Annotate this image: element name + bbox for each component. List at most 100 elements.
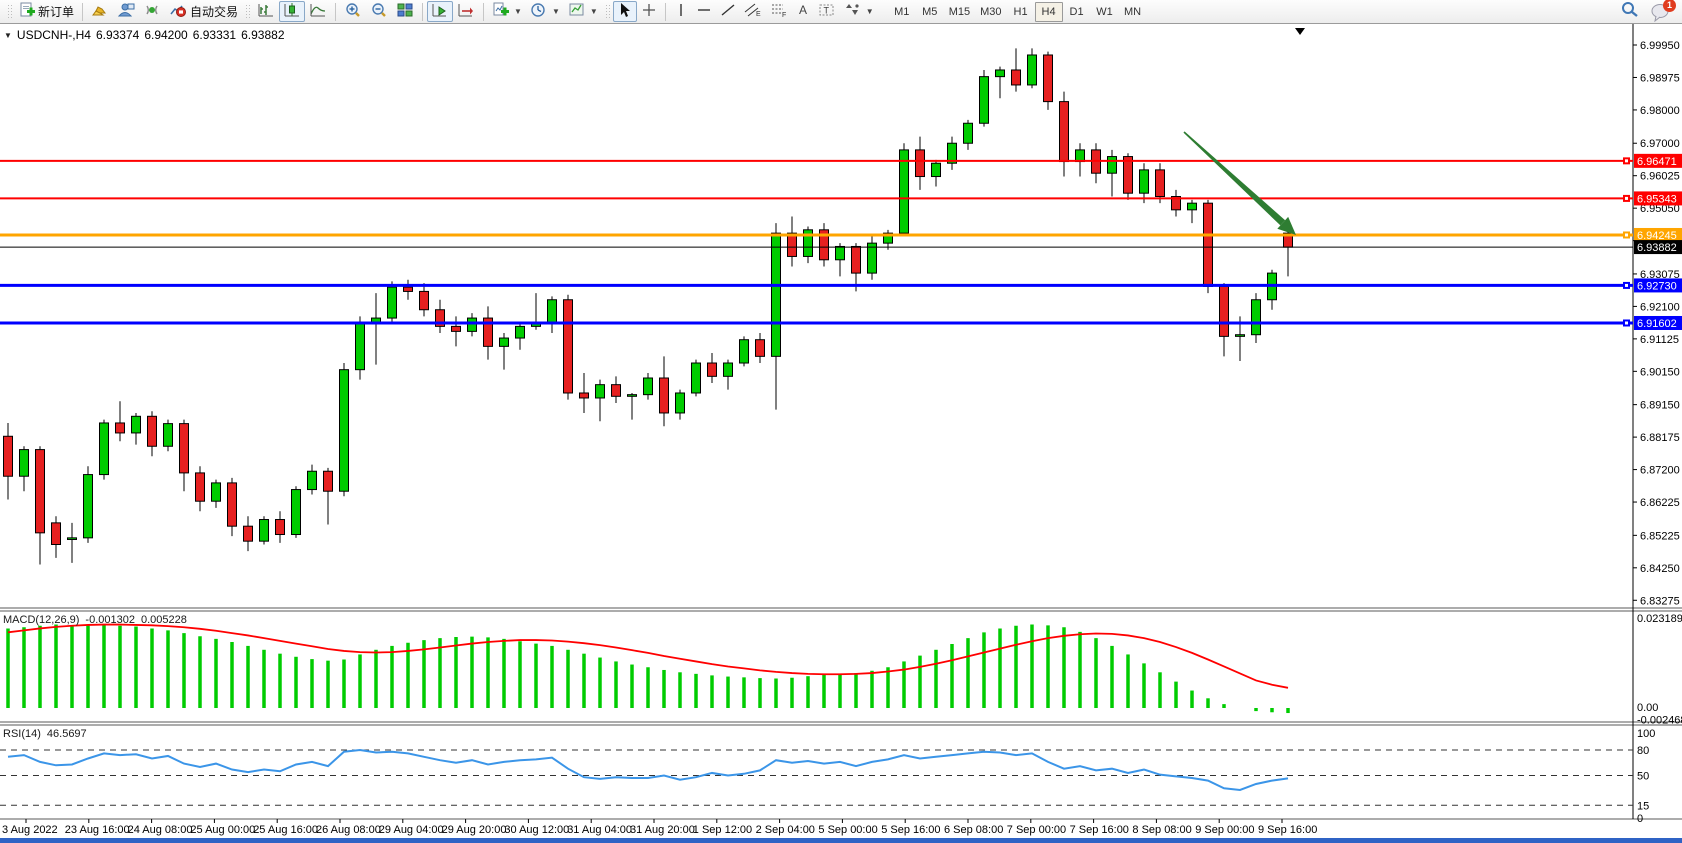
rsi-axis-label: 100	[1637, 728, 1655, 740]
price-badge-resistance	[1634, 153, 1682, 168]
candle-body	[771, 232, 781, 357]
candlestick-mode-button[interactable]	[279, 1, 306, 22]
tile-windows-button[interactable]	[392, 1, 418, 22]
rsi-axis-label: 50	[1637, 771, 1649, 783]
toolbar-drag-handle[interactable]	[604, 3, 610, 20]
new-order-button[interactable]: 新订单	[15, 1, 78, 22]
price-tick-label: 6.83275	[1640, 595, 1680, 607]
text-tool-button[interactable]: A	[792, 1, 814, 22]
autotrading-label: 自动交易	[190, 5, 239, 19]
fibonacci-tool-button[interactable]: F	[766, 1, 792, 22]
price-tick-label: 6.86225	[1640, 497, 1680, 509]
trendline-icon	[720, 2, 736, 21]
notifications-chat-icon[interactable]: 1	[1650, 0, 1676, 22]
chat-unread-badge: 1	[1663, 0, 1676, 12]
price-tick-label: 6.92100	[1640, 301, 1680, 313]
price-tick-label: 6.85225	[1640, 530, 1680, 542]
hline-anchor-dot	[1625, 233, 1628, 237]
chart-menu-triangle-icon[interactable]: ▼	[4, 30, 12, 40]
text-icon: A	[796, 2, 810, 21]
period-button-h4[interactable]: H4	[1034, 1, 1063, 22]
candle-body	[1187, 202, 1197, 211]
zoom-out-button[interactable]	[366, 1, 392, 22]
toolbar-separator	[664, 2, 666, 21]
candle-body	[579, 392, 589, 399]
toolbar-drag-handle[interactable]	[7, 3, 12, 20]
market-watch-button[interactable]	[87, 1, 113, 22]
bar-chart-mode-button[interactable]	[253, 1, 279, 22]
chart-shift-button[interactable]	[453, 1, 479, 22]
autotrading-button[interactable]: 自动交易	[165, 1, 242, 22]
cursor-tool-button[interactable]	[612, 1, 637, 22]
vertical-line-tool-button[interactable]	[670, 1, 692, 22]
candle-body	[1075, 149, 1085, 163]
signal-icon	[143, 2, 161, 21]
search-icon[interactable]	[1620, 0, 1640, 23]
toolbar-separator	[82, 2, 84, 21]
candle-body	[755, 339, 765, 357]
line-chart-mode-button[interactable]	[305, 1, 331, 22]
arrows-shapes-icon	[844, 2, 862, 21]
candle-body	[675, 392, 685, 414]
date-label: 6 Sep 08:00	[944, 824, 1003, 836]
toolbar-drag-handle[interactable]	[245, 3, 251, 20]
period-button-m5[interactable]: M5	[922, 5, 938, 18]
trend-arrow-shaft[interactable]	[1183, 131, 1286, 226]
chart-shift-marker-icon[interactable]	[1295, 28, 1305, 35]
period-button-mn[interactable]: MN	[1123, 5, 1142, 18]
gold-icon	[91, 2, 109, 21]
period-button-m15[interactable]: M15	[948, 5, 971, 18]
vertical-line-icon	[674, 2, 688, 21]
zoom-in-button[interactable]	[340, 1, 366, 22]
candle-body	[403, 286, 413, 292]
signals-button[interactable]	[139, 1, 165, 22]
chart-shift-icon	[457, 2, 475, 21]
macd-axis-label: 0.00	[1637, 702, 1658, 714]
date-label: 31 Aug 20:00	[630, 824, 695, 836]
date-label: 7 Sep 00:00	[1007, 824, 1066, 836]
candle-body	[835, 245, 845, 261]
candle-body	[1139, 169, 1149, 194]
candle-body	[211, 482, 221, 502]
period-button-d1[interactable]: D1	[1069, 5, 1084, 18]
equidistant-channel-tool-button[interactable]: E	[740, 1, 766, 22]
candle-body	[851, 245, 861, 274]
candle-body	[979, 76, 989, 124]
hline-anchor-dot	[1625, 159, 1628, 163]
candle-body	[115, 422, 125, 434]
date-label: 1 Sep 12:00	[693, 824, 752, 836]
period-button-m1[interactable]: M1	[894, 5, 910, 18]
price-badge-support	[1634, 278, 1682, 293]
accounts-button[interactable]	[113, 1, 139, 22]
period-button-h1[interactable]: H1	[1013, 5, 1028, 18]
trend-arrow-head[interactable]	[1277, 216, 1296, 235]
arrows-tool-button[interactable]: ▼	[840, 1, 878, 22]
date-label: 3 Aug 2022	[2, 824, 58, 836]
candle-body	[819, 229, 829, 261]
trendline-tool-button[interactable]	[716, 1, 740, 22]
dropdown-caret: ▼	[865, 7, 874, 16]
candle-body	[307, 470, 317, 491]
period-button-w1[interactable]: W1	[1096, 5, 1113, 18]
toolbar-separator	[483, 2, 485, 21]
period-button-m30[interactable]: M30	[980, 5, 1002, 18]
candle-body	[1123, 156, 1133, 194]
auto-scroll-button[interactable]	[427, 1, 454, 22]
rsi-indicator-label: RSI(14) 46.5697	[3, 728, 87, 740]
candle-body	[195, 472, 205, 502]
hline-anchor-dot	[1625, 196, 1628, 200]
price-badge-support	[1634, 315, 1682, 330]
timeframes-button[interactable]: ▼	[526, 1, 564, 22]
macd-axis-label: 0.023189	[1637, 613, 1682, 625]
indicators-button[interactable]: ▼	[488, 1, 526, 22]
candle-body	[1219, 285, 1229, 337]
candle-body	[83, 474, 93, 539]
crosshair-tool-button[interactable]	[637, 1, 661, 22]
price-tick-label: 6.99950	[1640, 40, 1680, 52]
horizontal-line-tool-button[interactable]	[692, 1, 716, 22]
price-tick-label: 6.96025	[1640, 171, 1680, 183]
templates-button[interactable]: ▼	[564, 1, 602, 22]
candle-body	[659, 377, 669, 414]
text-label-tool-button[interactable]: T	[814, 1, 840, 22]
